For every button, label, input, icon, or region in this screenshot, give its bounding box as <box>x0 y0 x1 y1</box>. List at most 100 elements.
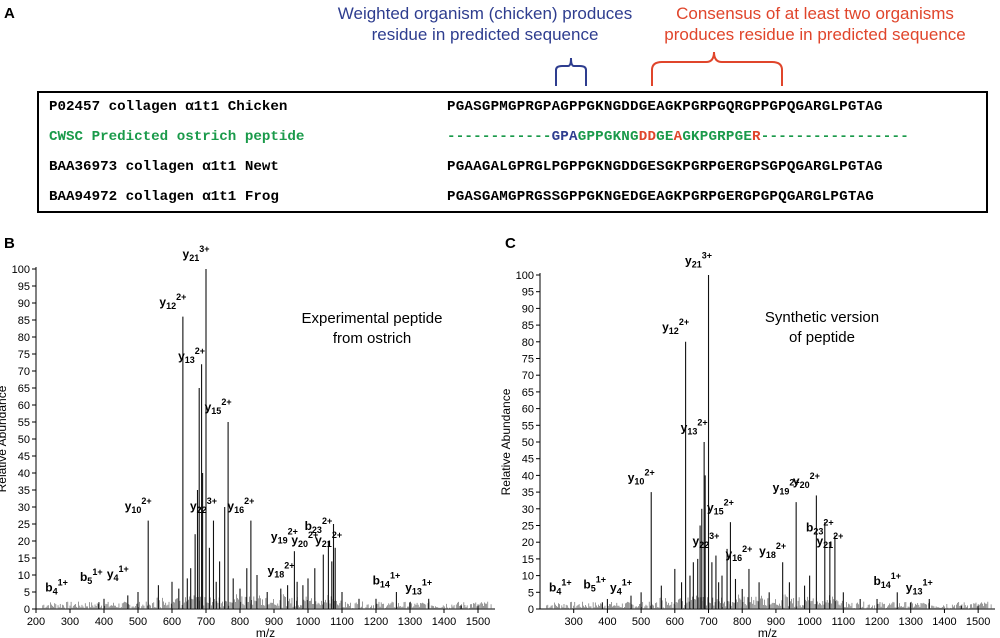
ion-label: y41+ <box>610 578 632 597</box>
ion-label-index: 5 <box>591 583 596 593</box>
ion-label-index: 4 <box>617 587 622 597</box>
weighted-organism-note: Weighted organism (chicken) produces res… <box>320 3 650 45</box>
alignment-row-sequence: PGASGAMGPRGSSGPPGKNGEDGEAGKPGRPGERGPGPQG… <box>447 189 874 205</box>
y-tick-label: 75 <box>522 354 534 366</box>
ion-label: b141+ <box>373 571 401 590</box>
y-tick-label: 30 <box>522 504 534 516</box>
ion-label: y41+ <box>107 564 129 583</box>
spectrum-chart-b: 0510152025303540455055606570758085909510… <box>0 244 495 638</box>
alignment-row-label: BAA36973 collagen α1t1 Newt <box>49 159 279 175</box>
ion-label: y131+ <box>405 577 432 596</box>
y-tick-label: 25 <box>18 519 30 531</box>
ion-label-index: 13 <box>412 586 422 596</box>
x-tick-label: 400 <box>598 616 616 628</box>
ion-label-index: 21 <box>189 253 199 263</box>
y-tick-label: 60 <box>18 400 30 412</box>
ion-label-index: 19 <box>278 535 288 545</box>
x-tick-label: 600 <box>666 616 684 628</box>
weighted-note-line-1: Weighted organism (chicken) produces <box>337 4 633 23</box>
sequence-segment: GE <box>656 129 674 145</box>
ion-label-index: 21 <box>322 539 332 549</box>
y-tick-label: 5 <box>24 587 30 599</box>
ion-label-charge: 2+ <box>810 471 820 481</box>
alignment-row-sequence: ------------GPAGPPGKNGDDGEAGKPGRPGER----… <box>447 129 909 145</box>
y-tick-label: 0 <box>528 604 534 616</box>
ion-label-index: 13 <box>185 355 195 365</box>
ion-label-charge: 2+ <box>176 292 186 302</box>
ion-label-charge: 3+ <box>709 531 719 541</box>
ion-label-index: 10 <box>634 476 644 486</box>
ion-label-charge: 1+ <box>561 578 571 588</box>
x-tick-label: 1000 <box>797 616 821 628</box>
blue-brace <box>555 57 587 86</box>
ion-label-index: 14 <box>881 580 891 590</box>
sequence-segment: GPA <box>551 129 578 145</box>
sequence-segment: R <box>752 129 761 145</box>
ion-label-charge: 1+ <box>422 577 432 587</box>
ion-label-index: 12 <box>669 326 679 336</box>
y-tick-label: 15 <box>522 554 534 566</box>
y-tick-label: 15 <box>18 553 30 565</box>
ion-label-index: 16 <box>234 505 244 515</box>
x-tick-label: 1200 <box>865 616 889 628</box>
x-tick-label: 1100 <box>330 616 354 628</box>
alignment-row: CWSC Predicted ostrich peptide ----------… <box>49 129 986 155</box>
y-tick-label: 40 <box>18 468 30 480</box>
alignment-row: BAA94972 collagen α1t1 Frog PGASGAMGPRGSS… <box>49 189 986 215</box>
ion-label-charge: 2+ <box>244 496 254 506</box>
ion-label-index: 12 <box>166 301 176 311</box>
ion-label-charge: 1+ <box>390 571 400 581</box>
y-tick-label: 95 <box>522 287 534 299</box>
y-tick-label: 100 <box>12 264 30 276</box>
ion-label: y162+ <box>725 544 752 563</box>
y-axis-label: Relative Abundance <box>500 388 513 495</box>
ion-label-index: 21 <box>823 540 833 550</box>
y-tick-label: 25 <box>522 521 534 533</box>
sequence-segment: DD <box>638 129 657 145</box>
ion-label-index: 4 <box>556 587 561 597</box>
ion-label-charge: 2+ <box>742 544 752 554</box>
y-tick-label: 70 <box>522 370 534 382</box>
ion-label-index: 19 <box>779 486 789 496</box>
ion-label: y182+ <box>268 560 295 579</box>
ion-label-charge: 2+ <box>308 530 318 540</box>
x-tick-label: 1300 <box>398 616 422 628</box>
ion-label-index: 23 <box>813 527 823 537</box>
consensus-note: Consensus of at least two organisms prod… <box>630 3 1000 45</box>
ion-label-charge: 2+ <box>724 497 734 507</box>
ion-label-index: 4 <box>53 586 58 596</box>
ion-label-index: 14 <box>380 580 390 590</box>
x-tick-label: 900 <box>767 616 785 628</box>
ion-label: y162+ <box>227 496 254 515</box>
y-tick-label: 80 <box>18 332 30 344</box>
y-tick-label: 35 <box>522 487 534 499</box>
ion-label-charge: 2+ <box>284 560 294 570</box>
ion-label-charge: 1+ <box>622 578 632 588</box>
y-tick-label: 60 <box>522 404 534 416</box>
ion-label: y152+ <box>205 397 232 416</box>
chart-title: Synthetic version <box>765 309 879 326</box>
ion-label-index: 22 <box>197 505 207 515</box>
ion-label-index: 20 <box>800 480 810 490</box>
ion-label-index: 21 <box>692 259 702 269</box>
y-tick-label: 40 <box>522 470 534 482</box>
bracket-overlay <box>555 51 783 86</box>
ion-label: y102+ <box>125 496 152 515</box>
ion-label-charge: 2+ <box>789 477 799 487</box>
y-tick-label: 0 <box>24 604 30 616</box>
y-tick-label: 20 <box>522 537 534 549</box>
ion-label: y131+ <box>906 578 933 597</box>
y-tick-label: 90 <box>522 303 534 315</box>
sequence-segment: ------------ <box>447 129 552 145</box>
x-tick-label: 800 <box>733 616 751 628</box>
y-tick-label: 55 <box>18 417 30 429</box>
ion-label-charge: 2+ <box>776 541 786 551</box>
x-tick-label: 1300 <box>898 616 922 628</box>
ion-label-index: 18 <box>766 550 776 560</box>
ion-label-charge: 2+ <box>697 417 707 427</box>
x-tick-label: 600 <box>163 616 181 628</box>
ion-label-charge: 2+ <box>322 516 332 526</box>
ion-label-charge: 3+ <box>199 244 209 254</box>
x-tick-label: 1400 <box>432 616 456 628</box>
sequence-segment: A <box>673 129 683 145</box>
